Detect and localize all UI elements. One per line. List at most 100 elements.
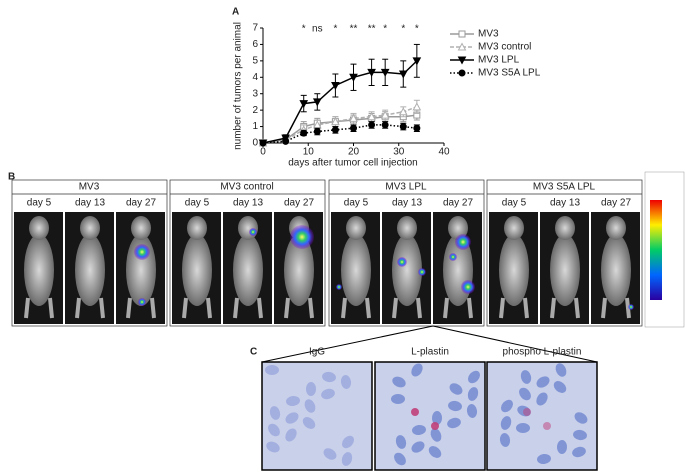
legend-label: MV3 bbox=[478, 29, 499, 40]
x-tick-label: 40 bbox=[438, 147, 450, 158]
cell-nucleus bbox=[500, 416, 512, 430]
mouse-body bbox=[233, 234, 263, 306]
marker bbox=[299, 100, 309, 109]
day-label: day 27 bbox=[601, 198, 631, 209]
cell-nucleus bbox=[412, 424, 426, 436]
significance-label: * bbox=[383, 24, 387, 35]
luminescence-signal bbox=[449, 253, 457, 261]
mouse-head bbox=[187, 216, 207, 240]
cell-nucleus bbox=[391, 394, 405, 404]
colorbar bbox=[650, 200, 662, 300]
day-label: day 5 bbox=[27, 198, 52, 209]
marker bbox=[282, 137, 290, 145]
panel-letter: B bbox=[8, 172, 15, 183]
group-frame bbox=[486, 179, 643, 327]
marker bbox=[367, 68, 376, 77]
group-label: MV3 bbox=[79, 182, 100, 193]
image-label: phospho L-plastin bbox=[503, 347, 582, 358]
cell-nucleus bbox=[468, 370, 480, 384]
marker bbox=[398, 107, 408, 116]
luminescence-signal bbox=[418, 268, 426, 276]
cell-nucleus bbox=[431, 411, 443, 425]
marker bbox=[367, 112, 376, 121]
marker bbox=[399, 123, 407, 131]
cell-nucleus bbox=[321, 388, 335, 400]
connector bbox=[261, 325, 598, 363]
marker bbox=[458, 30, 466, 38]
cell-nucleus bbox=[448, 400, 462, 412]
luminescence-signal bbox=[397, 257, 407, 267]
cell-nucleus bbox=[574, 412, 588, 424]
cell-nucleus bbox=[342, 435, 354, 449]
luminescence-signal bbox=[336, 284, 342, 290]
group-label: MV3 S5A LPL bbox=[533, 182, 596, 193]
cell-nucleus bbox=[305, 382, 317, 396]
marker bbox=[312, 98, 322, 107]
cell-nucleus bbox=[536, 392, 548, 406]
marker bbox=[331, 117, 340, 126]
y-tick-label: 2 bbox=[252, 105, 258, 116]
group-label: MV3 LPL bbox=[385, 182, 427, 193]
marker bbox=[349, 113, 358, 122]
cell-nucleus bbox=[536, 376, 550, 388]
x-tick-label: 30 bbox=[393, 147, 405, 158]
mouse-legs bbox=[75, 297, 105, 319]
mouse-body bbox=[392, 234, 422, 306]
cell-nucleus bbox=[553, 381, 567, 393]
luminescence-signal bbox=[138, 298, 146, 306]
marker bbox=[398, 70, 408, 79]
cell-nucleus bbox=[519, 387, 531, 401]
luminescence-signal bbox=[249, 228, 257, 236]
marker bbox=[331, 126, 339, 134]
stain-spot bbox=[523, 408, 531, 416]
mouse-body bbox=[601, 234, 631, 306]
significance-label: ** bbox=[368, 24, 376, 35]
significance-label: * bbox=[333, 24, 337, 35]
y-axis-label: number of tumors per animal bbox=[233, 22, 244, 150]
cell-nucleus bbox=[392, 376, 406, 388]
marker bbox=[313, 128, 321, 135]
mouse-legs bbox=[392, 297, 422, 319]
group-frame bbox=[169, 179, 326, 327]
marker bbox=[412, 102, 422, 111]
x-tick-label: 10 bbox=[303, 147, 315, 158]
cell-nucleus bbox=[323, 448, 337, 460]
cell-nucleus bbox=[304, 399, 316, 413]
mouse-legs bbox=[601, 297, 631, 319]
luminescence-signal bbox=[455, 234, 471, 250]
mouse-legs bbox=[233, 297, 263, 319]
stain-spot bbox=[431, 422, 439, 430]
marker bbox=[350, 124, 357, 132]
cell-nucleus bbox=[266, 441, 280, 453]
cell-nucleus bbox=[556, 440, 568, 454]
cell-nucleus bbox=[341, 452, 353, 466]
day-label: day 13 bbox=[75, 198, 105, 209]
marker bbox=[412, 57, 422, 66]
stain-spot bbox=[543, 422, 551, 430]
cell-nucleus bbox=[269, 406, 281, 420]
mouse-legs bbox=[126, 297, 156, 319]
day-label: day 27 bbox=[284, 198, 314, 209]
mouse-head bbox=[606, 216, 626, 240]
luminescence-signal bbox=[461, 280, 475, 294]
marker bbox=[259, 139, 267, 147]
cell-nucleus bbox=[466, 404, 478, 418]
significance-label: ** bbox=[350, 24, 358, 35]
marker bbox=[457, 56, 467, 65]
series-line bbox=[262, 60, 418, 144]
stain-spot bbox=[411, 408, 419, 416]
cell-nucleus bbox=[411, 441, 425, 453]
mouse-body bbox=[182, 234, 212, 306]
marker bbox=[300, 129, 308, 137]
significance-label: ns bbox=[312, 24, 323, 35]
mouse-head bbox=[238, 216, 258, 240]
mouse-legs bbox=[182, 297, 212, 319]
legend-label: MV3 control bbox=[478, 42, 531, 53]
mouse-head bbox=[131, 216, 151, 240]
image-label: IgG bbox=[309, 347, 325, 358]
cell-nucleus bbox=[394, 452, 406, 466]
cell-nucleus bbox=[411, 363, 423, 377]
day-label: day 27 bbox=[126, 198, 156, 209]
series-line bbox=[262, 124, 417, 144]
mouse-legs bbox=[550, 297, 580, 319]
